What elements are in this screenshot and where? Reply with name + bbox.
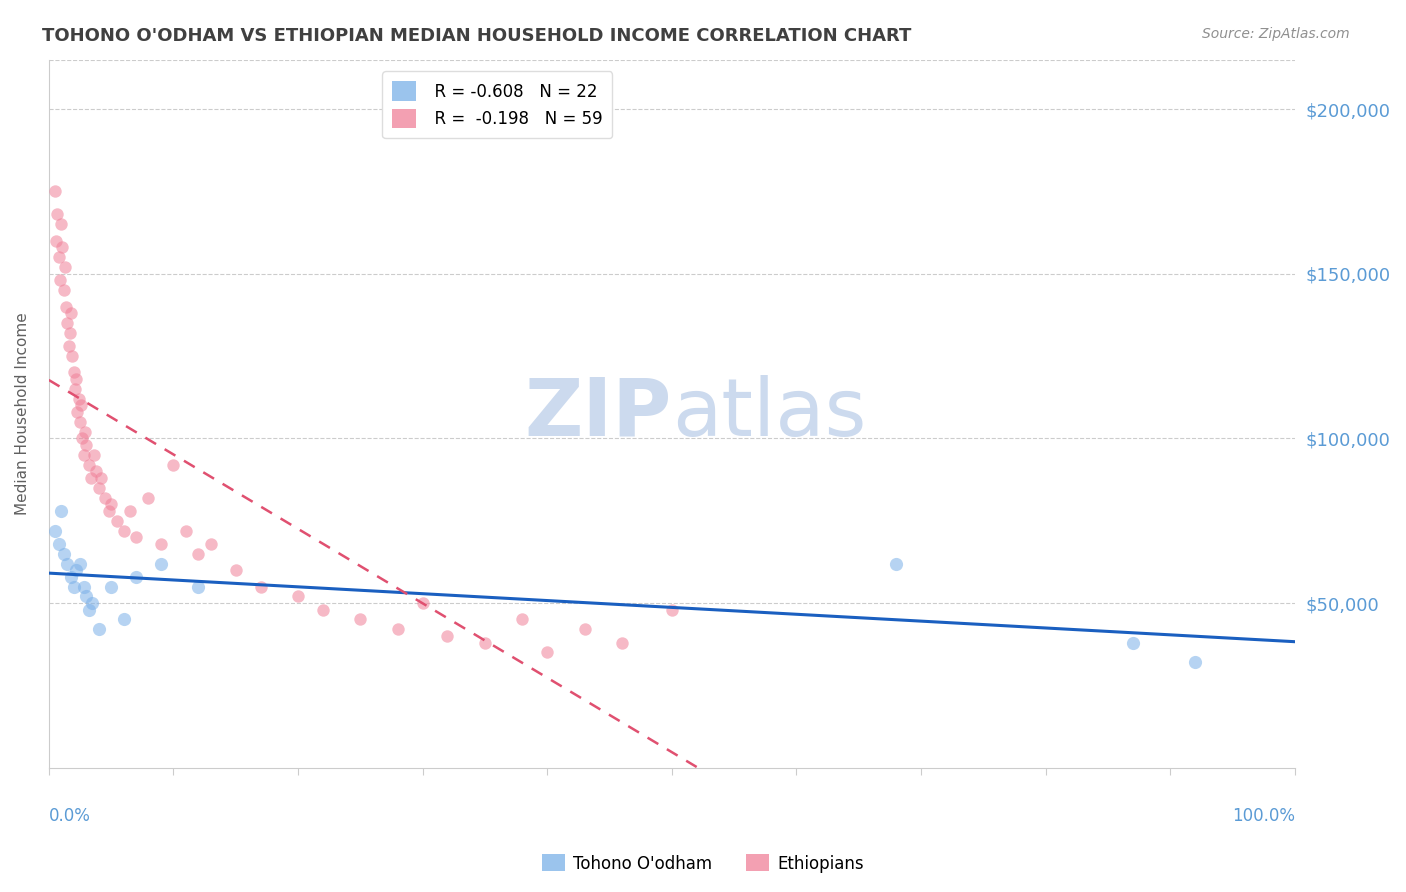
Point: [44, 524, 66, 538]
Point: [58, 339, 80, 353]
Point: [62, 349, 84, 363]
Legend:   R = -0.608   N = 22,   R =  -0.198   N = 59: R = -0.608 N = 22, R = -0.198 N = 59: [382, 71, 613, 138]
Point: [187, 547, 209, 561]
Point: [97, 504, 120, 518]
Point: [174, 524, 197, 538]
Point: [1122, 635, 1144, 649]
Point: [387, 623, 409, 637]
Point: [48, 250, 70, 264]
Point: [63, 382, 86, 396]
Point: [87, 481, 110, 495]
Point: [436, 629, 458, 643]
Point: [72, 431, 94, 445]
Point: [52, 547, 75, 561]
Point: [249, 580, 271, 594]
Point: [77, 602, 100, 616]
Point: [162, 458, 184, 472]
Point: [225, 563, 247, 577]
Point: [70, 399, 93, 413]
Point: [62, 366, 84, 380]
Point: [125, 570, 148, 584]
Point: [51, 217, 73, 231]
Point: [125, 530, 148, 544]
Point: [44, 185, 66, 199]
Point: [46, 207, 69, 221]
Point: [1184, 656, 1206, 670]
Point: [75, 438, 97, 452]
Point: [349, 613, 371, 627]
Point: [610, 635, 633, 649]
Point: [100, 497, 122, 511]
Point: [65, 372, 87, 386]
Point: [83, 448, 105, 462]
Point: [67, 392, 90, 406]
Text: ZIP: ZIP: [524, 375, 672, 452]
Point: [412, 596, 434, 610]
Point: [474, 635, 496, 649]
Point: [52, 283, 75, 297]
Point: [574, 623, 596, 637]
Point: [73, 425, 96, 439]
Point: [84, 464, 107, 478]
Point: [56, 316, 79, 330]
Point: [105, 514, 128, 528]
Point: [56, 557, 79, 571]
Point: [149, 537, 172, 551]
Point: [94, 491, 117, 505]
Point: [80, 471, 103, 485]
Point: [53, 260, 76, 274]
Point: [60, 306, 83, 320]
Point: [661, 602, 683, 616]
Point: [287, 590, 309, 604]
Point: [112, 524, 135, 538]
Point: [75, 590, 97, 604]
Point: [49, 273, 72, 287]
Text: 0.0%: 0.0%: [49, 806, 90, 824]
Point: [149, 557, 172, 571]
Point: [51, 504, 73, 518]
Point: [138, 491, 160, 505]
Text: Source: ZipAtlas.com: Source: ZipAtlas.com: [1202, 27, 1350, 41]
Point: [55, 300, 77, 314]
Point: [112, 613, 135, 627]
Point: [77, 458, 100, 472]
Point: [536, 645, 558, 659]
Point: [884, 557, 907, 571]
Point: [59, 326, 82, 340]
Point: [69, 415, 91, 429]
Point: [510, 613, 533, 627]
Legend: Tohono O'odham, Ethiopians: Tohono O'odham, Ethiopians: [536, 847, 870, 880]
Point: [72, 448, 94, 462]
Point: [65, 563, 87, 577]
Point: [60, 570, 83, 584]
Point: [90, 471, 112, 485]
Point: [312, 602, 335, 616]
Point: [51, 240, 73, 254]
Point: [200, 537, 222, 551]
Point: [72, 580, 94, 594]
Point: [82, 596, 104, 610]
Point: [87, 623, 110, 637]
Text: atlas: atlas: [672, 375, 866, 452]
Point: [118, 504, 141, 518]
Text: 100.0%: 100.0%: [1232, 806, 1295, 824]
Point: [69, 557, 91, 571]
Point: [187, 580, 209, 594]
Point: [45, 234, 67, 248]
Point: [100, 580, 122, 594]
Y-axis label: Median Household Income: Median Household Income: [15, 312, 30, 515]
Point: [66, 405, 89, 419]
Text: TOHONO O'ODHAM VS ETHIOPIAN MEDIAN HOUSEHOLD INCOME CORRELATION CHART: TOHONO O'ODHAM VS ETHIOPIAN MEDIAN HOUSE…: [42, 27, 911, 45]
Point: [62, 580, 84, 594]
Point: [48, 537, 70, 551]
